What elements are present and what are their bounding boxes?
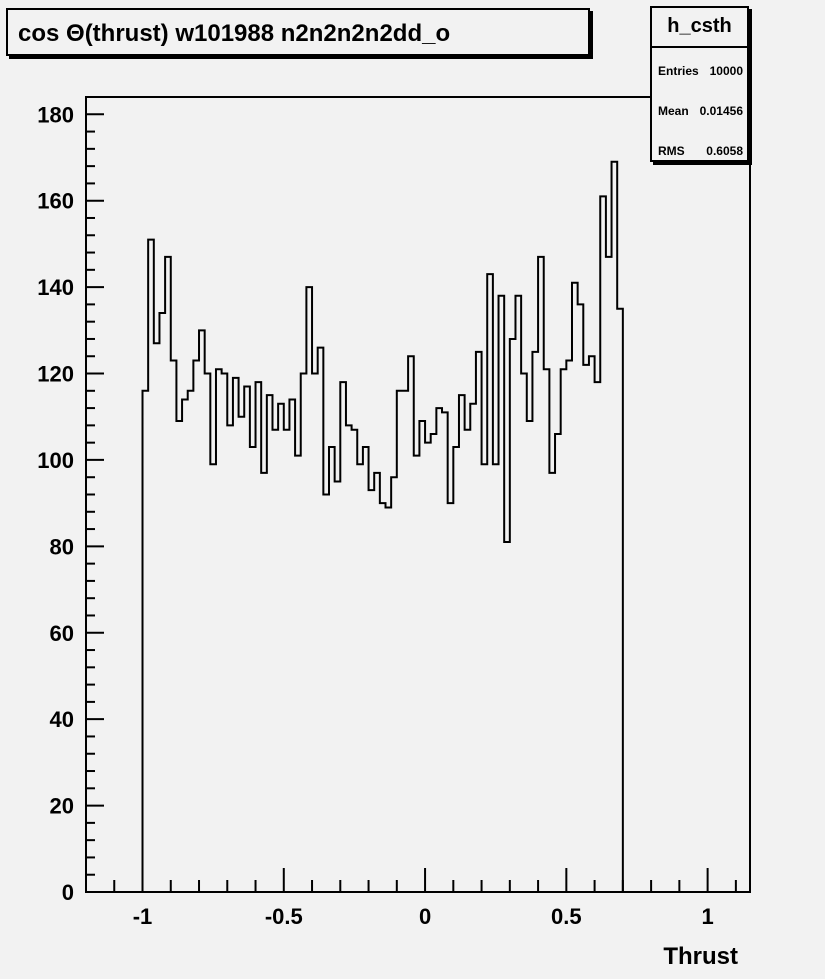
y-tick-label: 0: [62, 880, 74, 905]
x-tick-label: -0.5: [265, 904, 303, 929]
y-tick-label: 40: [50, 707, 74, 732]
y-tick-label: 60: [50, 621, 74, 646]
x-tick-label: 0: [419, 904, 431, 929]
y-tick-label: 80: [50, 534, 74, 559]
histogram-line: [141, 160, 624, 892]
plot-frame: [85, 96, 751, 893]
x-tick-label: -1: [133, 904, 153, 929]
y-tick-label: 20: [50, 794, 74, 819]
x-tick-label: 1: [701, 904, 713, 929]
y-axis: 0 20 40 60 80 100 120 140 160 180: [37, 96, 104, 905]
chart-title: cos Θ(thrust) w101988 n2n2n2n2dd_o: [18, 20, 451, 47]
title-box: cos Θ(thrust) w101988 n2n2n2n2dd_o: [6, 8, 590, 56]
x-tick-label: 0.5: [551, 904, 582, 929]
y-tick-label: 100: [37, 448, 74, 473]
x-axis-label: Thrust: [663, 943, 738, 970]
y-tick-label: 180: [37, 102, 74, 127]
y-tick-label: 140: [37, 275, 74, 300]
x-axis: -1 -0.5 0 0.5 1: [113, 868, 737, 929]
stats-box: h_csth Entries 10000 Mean 0.01456 RMS 0.…: [650, 6, 749, 162]
y-tick-label: 160: [37, 189, 74, 214]
stats-histogram-name: h_csth: [652, 8, 747, 48]
y-tick-label: 120: [37, 362, 74, 387]
